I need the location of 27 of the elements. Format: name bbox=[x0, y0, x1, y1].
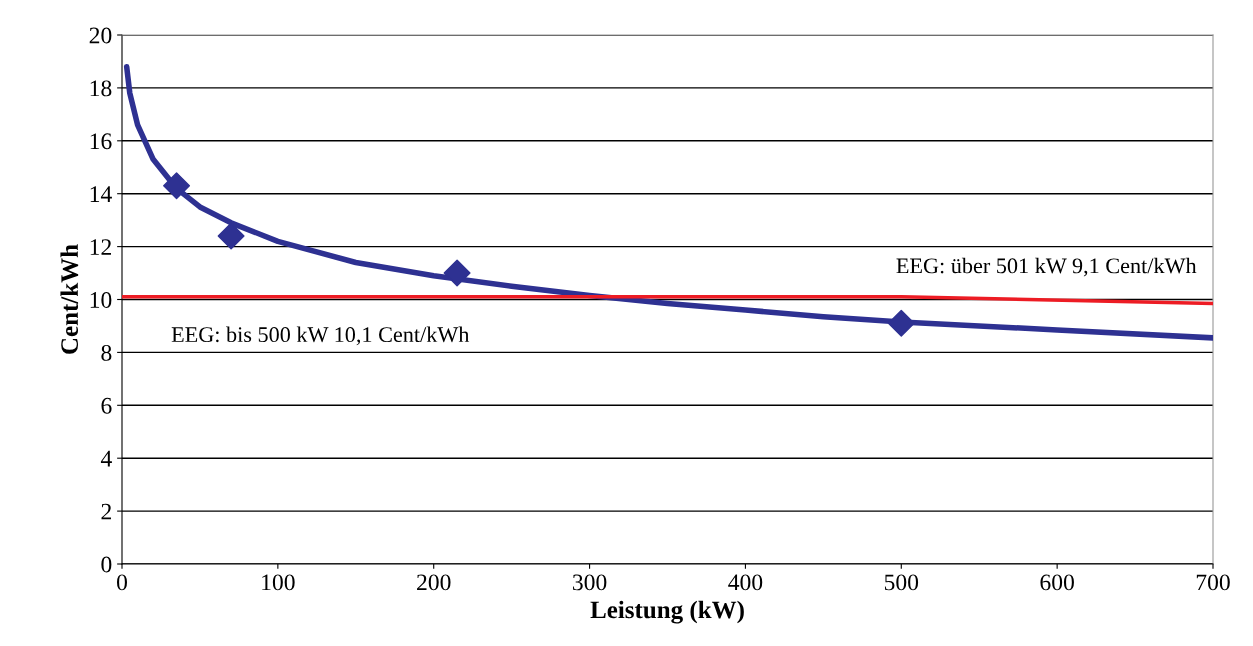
annotation: EEG: bis 500 kW 10,1 Cent/kWh bbox=[171, 326, 470, 346]
point bbox=[443, 259, 471, 287]
y-tick-label: 14 bbox=[90, 186, 112, 202]
y-tick-label: 2 bbox=[101, 503, 111, 520]
x-tick-label: 0 bbox=[117, 574, 127, 591]
point bbox=[217, 222, 245, 250]
annotation: EEG: über 501 kW 9,1 Cent/kWh bbox=[896, 257, 1197, 277]
y-tick-label: 16 bbox=[90, 133, 112, 150]
y-tick-label: 6 bbox=[101, 397, 112, 414]
x-tick-label: 100 bbox=[262, 574, 295, 591]
x-tick-label: 700 bbox=[1196, 574, 1230, 591]
y-tick-label: 8 bbox=[101, 344, 112, 361]
x-tick-label: 300 bbox=[572, 574, 607, 591]
x-tick-label: 600 bbox=[1040, 574, 1074, 591]
x-axis-title: Leistung (kW) bbox=[590, 600, 744, 624]
y-tick-label: 18 bbox=[90, 80, 112, 97]
x-tick-label: 500 bbox=[884, 574, 919, 591]
point bbox=[887, 309, 915, 337]
y-tick-label: 4 bbox=[100, 450, 112, 467]
point bbox=[163, 172, 191, 200]
y-axis-title: Cent/kWh bbox=[60, 244, 79, 354]
x-tick-label: 400 bbox=[728, 574, 763, 591]
y-tick-label: 12 bbox=[90, 239, 111, 255]
y-tick-label: 20 bbox=[89, 27, 112, 44]
y-tick-label: 10 bbox=[90, 291, 112, 308]
y-tick-label: 0 bbox=[101, 556, 112, 573]
x-tick-label: 200 bbox=[417, 574, 451, 591]
